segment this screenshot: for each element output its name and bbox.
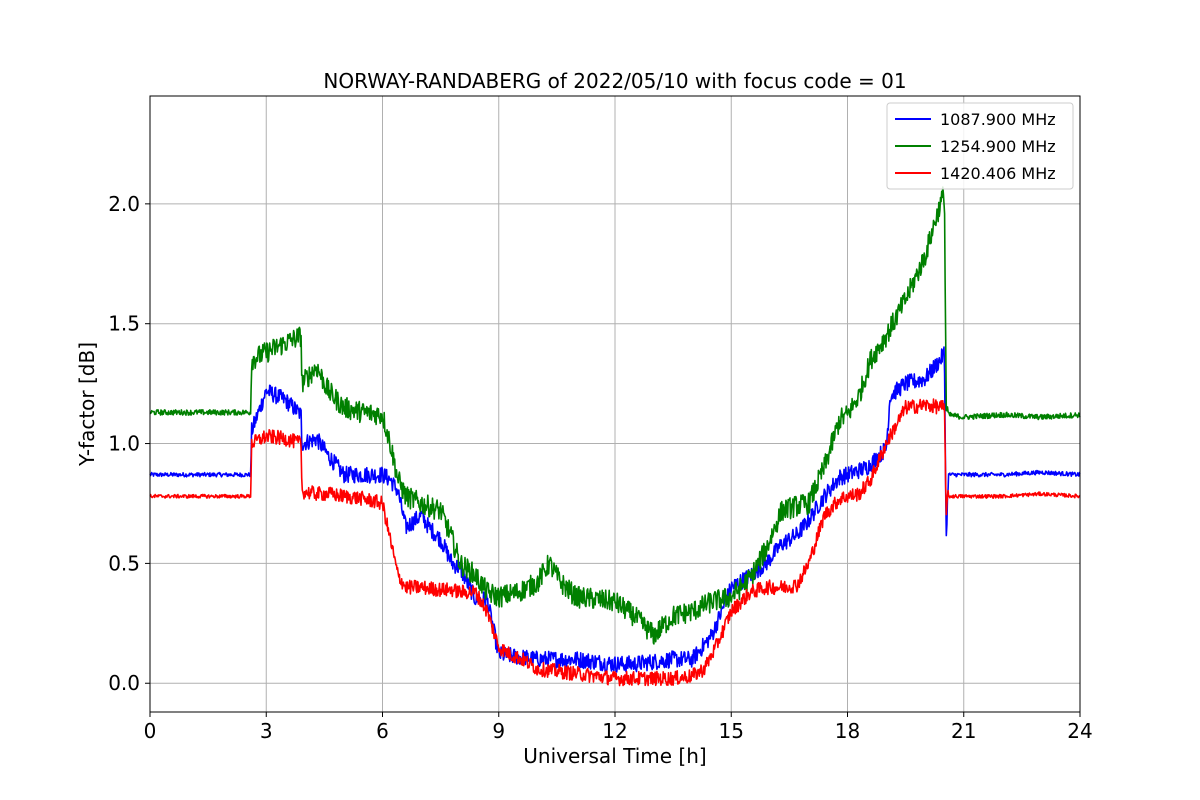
x-axis-label: Universal Time [h]	[523, 744, 706, 768]
y-tick-label: 1.0	[108, 432, 140, 456]
legend: 1087.900 MHz 1254.900 MHz 1420.406 MHz	[886, 102, 1074, 190]
x-tick-label: 18	[835, 719, 860, 743]
x-tick-label: 3	[260, 719, 273, 743]
x-tick-label: 9	[492, 719, 505, 743]
y-tick-label: 2.0	[108, 192, 140, 216]
series-line-1	[149, 346, 1081, 673]
series-layer	[149, 186, 1081, 687]
x-tick-label: 21	[951, 719, 976, 743]
ticks: 0 3 6 9 12 15 18 21 24 0.0 0.5 1.0 1.5 2.0	[108, 192, 1093, 743]
x-tick-label: 15	[719, 719, 744, 743]
legend-box	[886, 102, 1074, 190]
x-tick-label: 12	[602, 719, 627, 743]
legend-label: 1087.900 MHz	[940, 110, 1056, 129]
y-axis-label: Y-factor [dB]	[75, 342, 99, 467]
series-line-2	[149, 186, 1081, 645]
series-line-3	[149, 398, 1081, 687]
x-tick-label: 0	[144, 719, 157, 743]
x-tick-label: 24	[1067, 719, 1092, 743]
y-tick-label: 1.5	[108, 312, 140, 336]
legend-label: 1254.900 MHz	[940, 137, 1056, 156]
x-tick-label: 6	[376, 719, 389, 743]
legend-label: 1420.406 MHz	[940, 164, 1056, 183]
grid	[149, 96, 1081, 712]
y-tick-label: 0.5	[108, 551, 140, 575]
y-tick-label: 0.0	[108, 671, 140, 695]
chart-title: NORWAY-RANDABERG of 2022/05/10 with focu…	[323, 69, 906, 93]
